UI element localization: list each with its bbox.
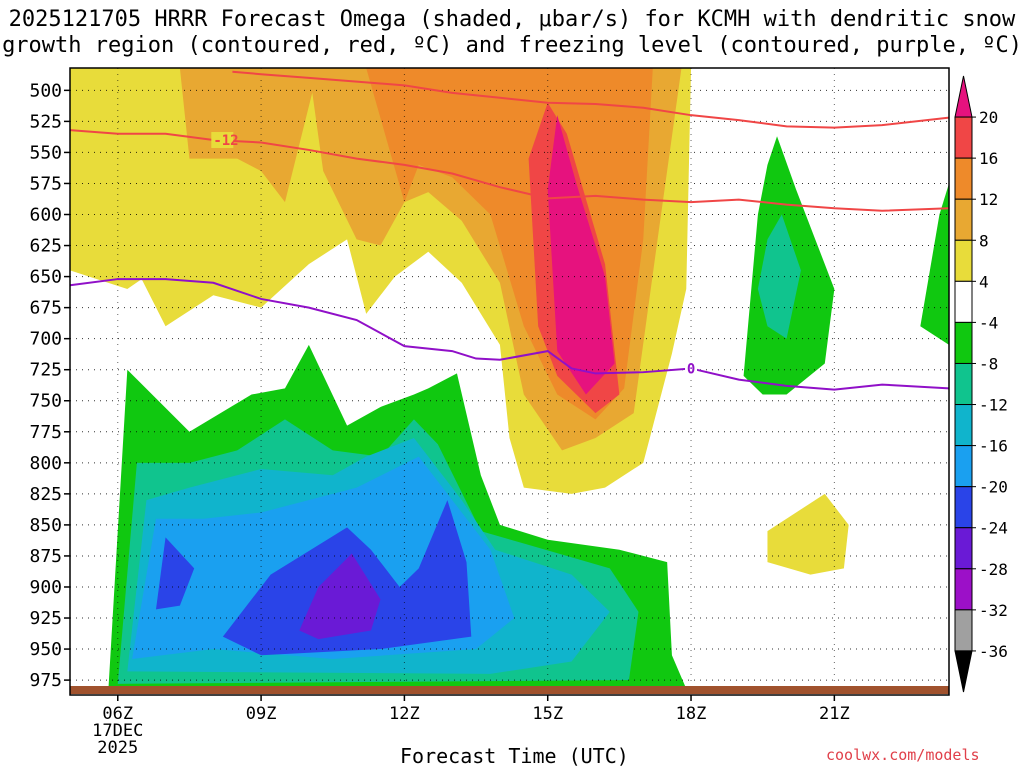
- x-tick-label-09Z: 09Z: [246, 704, 277, 724]
- grid-lines: [70, 68, 949, 695]
- colorbar-label-12: 12: [979, 190, 998, 209]
- colorbar-box-neg4: [954, 321, 973, 364]
- omega-region-pos8-1: [179, 68, 319, 203]
- x-tick-label-06Z: 06Z: [102, 704, 133, 724]
- colorbar-box-neg8: [954, 362, 973, 406]
- colorbar-cap-top: [954, 75, 973, 118]
- x-tick-date: 17DEC: [92, 721, 143, 741]
- y-tick-label-900: 900: [29, 577, 62, 598]
- colorbar-label-20: 20: [979, 108, 998, 127]
- freezing-level-label: 0: [687, 361, 695, 377]
- omega-region-neg24-6: [299, 553, 381, 640]
- chart-title-line-2: growth region (contoured, red, ºC) and f…: [2, 33, 1022, 58]
- ground-strip: [70, 686, 949, 694]
- colorbar-label--4: -4: [979, 313, 998, 332]
- freezing-level-line: [69, 278, 950, 391]
- x-tick-label-15Z: 15Z: [532, 704, 563, 724]
- dgz-label-bg: [211, 132, 234, 149]
- colorbar-box-neg32: [954, 609, 973, 652]
- omega-region-pos20-5: [547, 115, 615, 395]
- dgz-contour-line-1: [232, 70, 950, 129]
- omega-region-pos4b-6: [112, 68, 147, 159]
- y-tick-label-600: 600: [29, 205, 62, 226]
- colorbar-label--20: -20: [979, 478, 1008, 497]
- y-tick-label-550: 550: [29, 142, 62, 163]
- x-axis-title: Forecast Time (UTC): [400, 744, 629, 768]
- chart-title-line-1: 2025121705 HRRR Forecast Omega (shaded, …: [8, 7, 1016, 32]
- colorbar-box-neg24: [954, 527, 973, 570]
- colorbar-label--28: -28: [979, 560, 1008, 579]
- colorbar-cap-bottom: [954, 650, 973, 693]
- y-tick-label-850: 850: [29, 515, 62, 536]
- source-credit: coolwx.com/models: [826, 746, 980, 764]
- colorbar-label--8: -8: [979, 354, 998, 373]
- colorbar-label-16: 16: [979, 149, 998, 168]
- colorbar-box-pos8: [954, 198, 973, 241]
- plot-area: -12 0: [69, 67, 950, 696]
- x-tick-label-21Z: 21Z: [819, 704, 850, 724]
- colorbar-label--24: -24: [979, 519, 1008, 538]
- y-tick-label-700: 700: [29, 329, 62, 350]
- colorbar-label-8: 8: [979, 231, 989, 250]
- colorbar-label--32: -32: [979, 601, 1008, 620]
- x-tick-year: 2025: [97, 738, 138, 758]
- y-tick-label-575: 575: [29, 173, 62, 194]
- y-tick-label-975: 975: [29, 670, 62, 691]
- y-tick-label-500: 500: [29, 80, 62, 101]
- omega-region-pos4c-7: [767, 493, 849, 575]
- y-tick-label-925: 925: [29, 608, 62, 629]
- y-tick-label-675: 675: [29, 298, 62, 319]
- colorbar-box-neg28: [954, 568, 973, 611]
- plot-frame: [69, 67, 950, 696]
- y-tick-label-825: 825: [29, 484, 62, 505]
- colorbar-box-white: [954, 280, 973, 323]
- y-tick-label-775: 775: [29, 422, 62, 443]
- y-tick-label-625: 625: [29, 236, 62, 257]
- y-axis: 500 525 550 575 600 625 650 675 700 725 750 775 800 8…: [29, 80, 70, 691]
- y-tick-label-725: 725: [29, 360, 62, 381]
- colorbar-box-neg20: [954, 486, 973, 529]
- omega-region-neg4c-9: [920, 183, 949, 345]
- y-tick-label-750: 750: [29, 391, 62, 412]
- x-tick-label-18Z: 18Z: [676, 704, 707, 724]
- colorbar-box-neg12: [954, 404, 973, 447]
- colorbar-label--16: -16: [979, 437, 1008, 456]
- contour-lines: -12 0: [69, 70, 950, 391]
- colorbar-label-4: 4: [979, 272, 989, 291]
- y-tick-label-800: 800: [29, 453, 62, 474]
- freezing-label-bg: [685, 360, 698, 377]
- colorbar-box-pos16: [954, 116, 973, 159]
- y-tick-label-525: 525: [29, 111, 62, 132]
- colorbar-label--12: -12: [979, 396, 1008, 415]
- y-tick-label-875: 875: [29, 546, 62, 567]
- colorbar-box-pos4: [954, 239, 973, 282]
- dgz-contour-label: -12: [213, 133, 238, 149]
- y-tick-label-950: 950: [29, 639, 62, 660]
- colorbar-box-pos12: [954, 157, 973, 200]
- omega-region-neg20-4: [155, 537, 195, 610]
- colorbar-box-neg16: [954, 445, 973, 488]
- colorbar: 20 16 12 8 4 -4 -8 -12 -16 -20 -24 -28 -32 -36: [954, 75, 1008, 693]
- colorbar-label--36: -36: [979, 642, 1008, 661]
- x-tick-label-12Z: 12Z: [389, 704, 420, 724]
- y-tick-label-650: 650: [29, 267, 62, 288]
